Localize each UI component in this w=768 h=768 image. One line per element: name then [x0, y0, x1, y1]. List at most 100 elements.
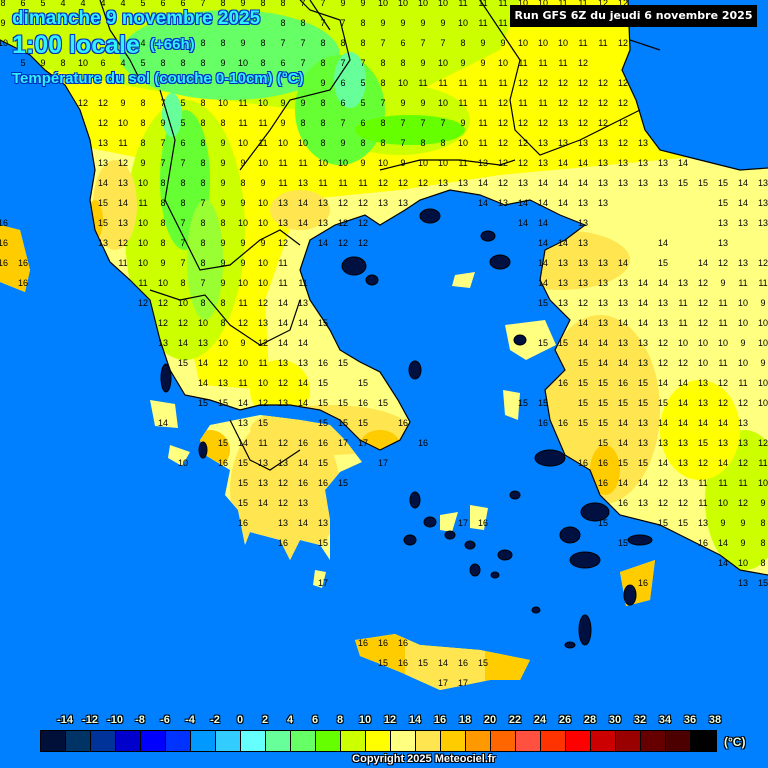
legend-label: 12 [383, 714, 397, 726]
grid-value: 14 [678, 378, 688, 388]
grid-value: 13 [158, 338, 168, 348]
legend-label: -2 [210, 714, 220, 726]
grid-value: 9 [740, 338, 745, 348]
grid-value: 15 [318, 418, 328, 428]
grid-value: 8 [220, 0, 225, 8]
grid-value: 16 [578, 458, 588, 468]
grid-value: 5 [140, 0, 145, 8]
grid-value: 7 [440, 38, 445, 48]
grid-value: 10 [378, 158, 388, 168]
grid-value: 13 [698, 518, 708, 528]
legend-swatch [66, 731, 91, 751]
legend-swatch [616, 731, 641, 751]
grid-value: 16 [318, 438, 328, 448]
grid-value: 11 [258, 138, 267, 148]
grid-value: 9 [500, 38, 505, 48]
color-scale-legend [40, 730, 717, 752]
grid-value: 16 [0, 258, 8, 268]
grid-value: 9 [0, 18, 5, 28]
grid-value: 10 [458, 18, 468, 28]
grid-value: 11 [458, 158, 467, 168]
grid-value: 14 [698, 258, 708, 268]
grid-value: 12 [538, 78, 548, 88]
grid-value: 12 [498, 98, 508, 108]
grid-value: 15 [518, 398, 528, 408]
grid-value: 12 [718, 258, 728, 268]
grid-value: 14 [638, 318, 648, 328]
grid-value: 9 [440, 18, 445, 28]
grid-value: 10 [0, 38, 8, 48]
grid-value: 13 [438, 178, 448, 188]
grid-value: 10 [718, 338, 728, 348]
grid-value: 7 [340, 18, 345, 28]
grid-value: 15 [658, 518, 668, 528]
grid-value: 10 [518, 0, 528, 8]
grid-value: 11 [758, 458, 767, 468]
grid-value: 12 [338, 218, 348, 228]
grid-value: 12 [338, 238, 348, 248]
legend-label: 38 [708, 714, 722, 726]
grid-value: 9 [420, 98, 425, 108]
grid-value: 11 [518, 98, 527, 108]
grid-value: 10 [278, 138, 288, 148]
grid-value: 14 [238, 398, 248, 408]
grid-value: 11 [298, 278, 307, 288]
grid-value: 13 [638, 498, 648, 508]
grid-value: 15 [678, 518, 688, 528]
grid-value: 12 [558, 98, 568, 108]
grid-value: 9 [40, 58, 45, 68]
grid-value: 14 [518, 218, 528, 228]
grid-value: 10 [738, 358, 748, 368]
grid-value: 8 [760, 538, 765, 548]
grid-value: 13 [618, 298, 628, 308]
grid-value: 11 [138, 198, 147, 208]
grid-value: 10 [258, 258, 268, 268]
grid-value: 14 [578, 318, 588, 328]
grid-value: 12 [598, 0, 608, 8]
grid-value: 12 [358, 198, 368, 208]
grid-value: 8 [360, 138, 365, 148]
grid-value: 10 [238, 138, 248, 148]
grid-value: 10 [758, 378, 768, 388]
grid-value: 15 [598, 518, 608, 528]
grid-value: 12 [238, 318, 248, 328]
legend-swatch [691, 731, 716, 751]
legend-swatch [541, 731, 566, 751]
grid-value: 9 [240, 158, 245, 168]
grid-value: 8 [760, 518, 765, 528]
grid-value: 8 [200, 218, 205, 228]
grid-value: 9 [160, 258, 165, 268]
grid-value: 13 [598, 198, 608, 208]
grid-value: 13 [658, 178, 668, 188]
grid-value: 8 [200, 98, 205, 108]
grid-value: 13 [278, 358, 288, 368]
grid-value: 15 [238, 498, 248, 508]
grid-value: 11 [138, 278, 147, 288]
grid-value: 13 [738, 578, 748, 588]
grid-value: 11 [258, 438, 267, 448]
grid-value: 4 [120, 0, 125, 8]
grid-value: 8 [320, 118, 325, 128]
grid-value: 13 [678, 458, 688, 468]
grid-value: 8 [320, 58, 325, 68]
coastlines-and-borders [0, 0, 768, 576]
grid-value: 11 [238, 118, 247, 128]
grid-value: 12 [518, 118, 528, 128]
grid-value: 12 [418, 178, 428, 188]
grid-value: 16 [618, 378, 628, 388]
grid-value: 15 [638, 398, 648, 408]
grid-value: 12 [738, 458, 748, 468]
grid-value: 14 [618, 418, 628, 428]
grid-value: 14 [238, 438, 248, 448]
grid-value: 16 [378, 638, 388, 648]
grid-value: 15 [598, 398, 608, 408]
grid-value: 11 [278, 158, 287, 168]
grid-value: 8 [240, 178, 245, 188]
grid-value: 8 [180, 198, 185, 208]
grid-value: 4 [80, 0, 85, 8]
grid-value: 14 [318, 238, 328, 248]
grid-value: 7 [340, 58, 345, 68]
grid-values: 8 6 5 4 4 4 4 5 6 6 7 8 9 8 8 7 7 9 9 10 10 10 10 11 11 11 10 10 11 1… [0, 0, 768, 688]
grid-value: 15 [318, 538, 328, 548]
grid-value: 14 [638, 478, 648, 488]
